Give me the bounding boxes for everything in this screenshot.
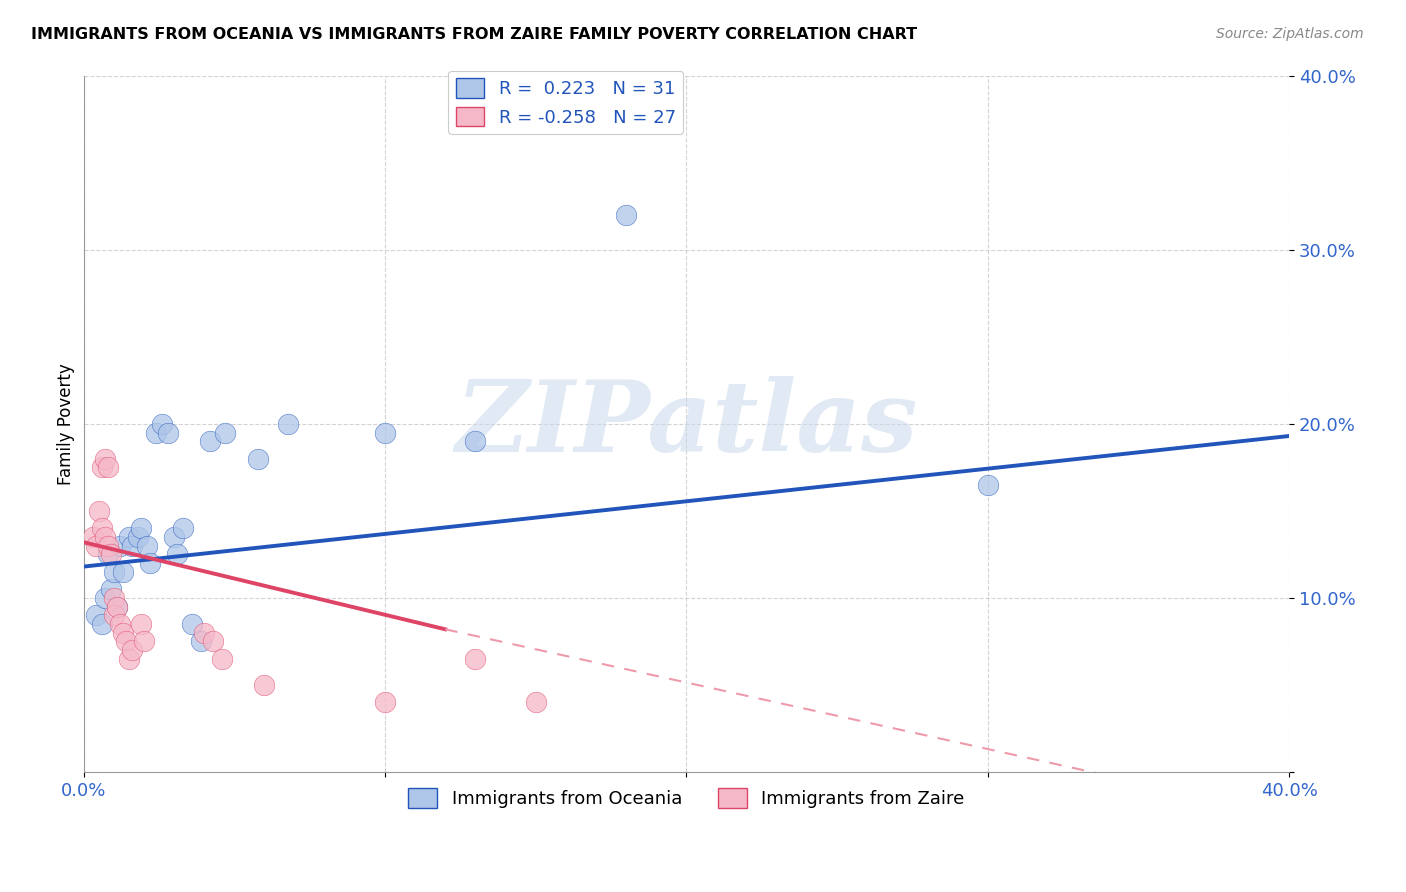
Legend: Immigrants from Oceania, Immigrants from Zaire: Immigrants from Oceania, Immigrants from… <box>401 781 972 815</box>
Point <box>202 634 225 648</box>
Point <box>127 530 149 544</box>
Point <box>129 521 152 535</box>
Point <box>118 652 141 666</box>
Point <box>84 608 107 623</box>
Point <box>374 425 396 440</box>
Point <box>118 530 141 544</box>
Point <box>156 425 179 440</box>
Point <box>374 695 396 709</box>
Point <box>90 521 112 535</box>
Point <box>100 582 122 597</box>
Point <box>93 591 115 605</box>
Point <box>524 695 547 709</box>
Text: ZIPatlas: ZIPatlas <box>456 376 918 472</box>
Point <box>464 652 486 666</box>
Text: Source: ZipAtlas.com: Source: ZipAtlas.com <box>1216 27 1364 41</box>
Point <box>97 548 120 562</box>
Point <box>103 565 125 579</box>
Point <box>211 652 233 666</box>
Point <box>139 556 162 570</box>
Point <box>105 599 128 614</box>
Text: IMMIGRANTS FROM OCEANIA VS IMMIGRANTS FROM ZAIRE FAMILY POVERTY CORRELATION CHAR: IMMIGRANTS FROM OCEANIA VS IMMIGRANTS FR… <box>31 27 917 42</box>
Point <box>464 434 486 449</box>
Point <box>614 208 637 222</box>
Point <box>90 460 112 475</box>
Point <box>150 417 173 431</box>
Point <box>111 565 134 579</box>
Point <box>247 451 270 466</box>
Point <box>105 599 128 614</box>
Point <box>108 539 131 553</box>
Point <box>103 608 125 623</box>
Point <box>190 634 212 648</box>
Point <box>90 617 112 632</box>
Point <box>93 451 115 466</box>
Point <box>97 460 120 475</box>
Point <box>82 530 104 544</box>
Point <box>84 539 107 553</box>
Point <box>129 617 152 632</box>
Point <box>121 539 143 553</box>
Point <box>114 634 136 648</box>
Point <box>172 521 194 535</box>
Point <box>97 539 120 553</box>
Point <box>135 539 157 553</box>
Point <box>100 548 122 562</box>
Y-axis label: Family Poverty: Family Poverty <box>58 363 75 484</box>
Point <box>193 625 215 640</box>
Point <box>214 425 236 440</box>
Point <box>163 530 186 544</box>
Point <box>145 425 167 440</box>
Point <box>977 477 1000 491</box>
Point <box>181 617 204 632</box>
Point <box>111 625 134 640</box>
Point <box>87 504 110 518</box>
Point <box>277 417 299 431</box>
Point <box>253 678 276 692</box>
Point <box>121 643 143 657</box>
Point <box>166 548 188 562</box>
Point <box>108 617 131 632</box>
Point <box>132 634 155 648</box>
Point <box>103 591 125 605</box>
Point <box>93 530 115 544</box>
Point <box>198 434 221 449</box>
